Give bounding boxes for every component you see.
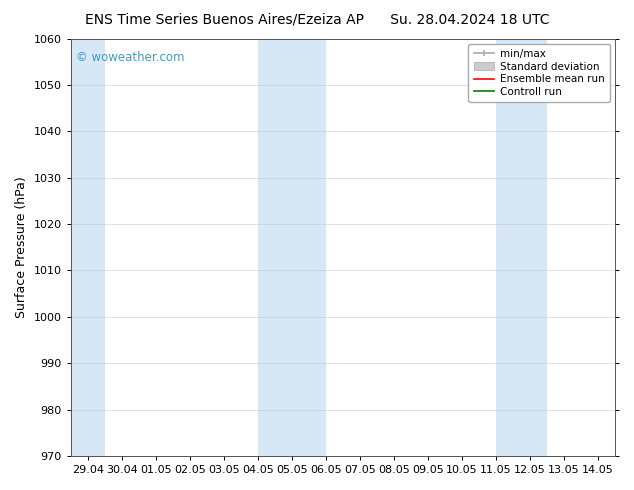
Text: ENS Time Series Buenos Aires/Ezeiza AP      Su. 28.04.2024 18 UTC: ENS Time Series Buenos Aires/Ezeiza AP S… bbox=[85, 12, 549, 26]
Bar bbox=[496, 39, 547, 456]
Y-axis label: Surface Pressure (hPa): Surface Pressure (hPa) bbox=[15, 176, 28, 318]
Text: © woweather.com: © woweather.com bbox=[76, 51, 184, 64]
Bar bbox=[258, 39, 326, 456]
Bar bbox=[71, 39, 105, 456]
Legend: min/max, Standard deviation, Ensemble mean run, Controll run: min/max, Standard deviation, Ensemble me… bbox=[469, 44, 610, 102]
